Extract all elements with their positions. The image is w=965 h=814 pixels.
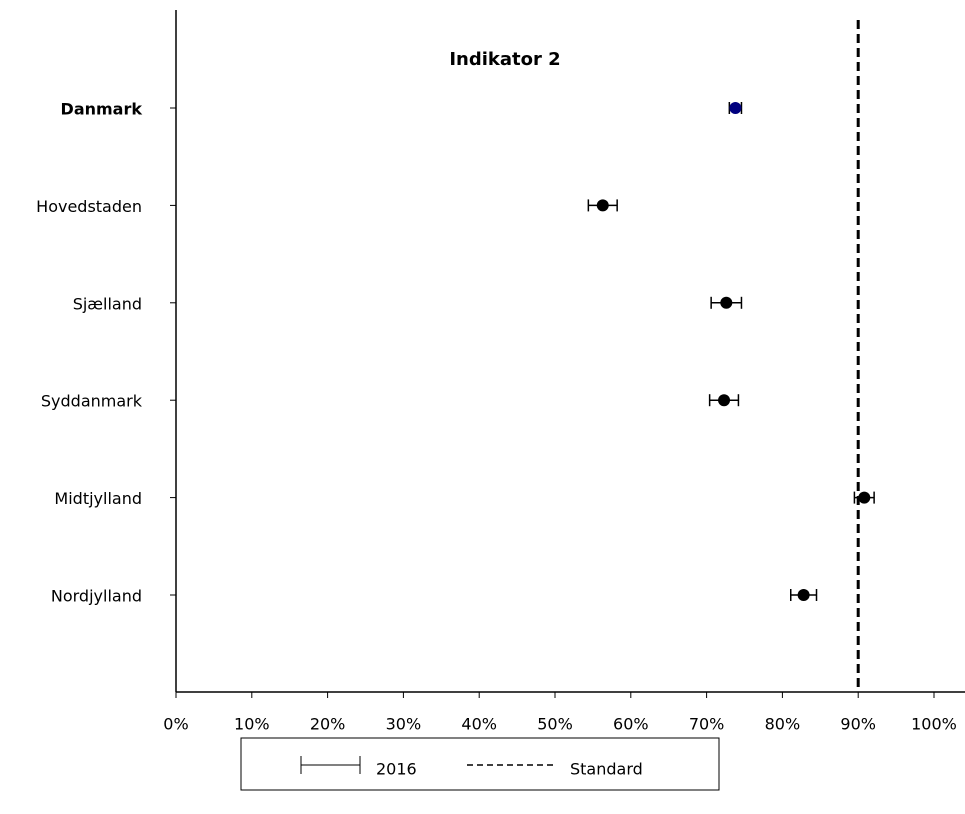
x-tick-label: 100%: [911, 715, 957, 734]
y-tick-label: Hovedstaden: [36, 197, 142, 216]
point: [858, 491, 871, 504]
legend-errorbar-icon: [300, 756, 361, 774]
x-tick-label: 90%: [840, 715, 876, 734]
x-tick-label: 40%: [461, 715, 497, 734]
y-tick-label: Midtjylland: [54, 489, 142, 508]
x-tick-label: 80%: [765, 715, 801, 734]
point: [797, 589, 810, 601]
point: [729, 102, 742, 114]
legend-box: [240, 737, 720, 791]
point: [718, 394, 731, 407]
x-tick-label: 20%: [310, 715, 346, 734]
point: [596, 199, 609, 212]
y-tick-label: Sjælland: [73, 294, 142, 313]
x-tick-label: 70%: [689, 715, 725, 734]
x-tick-label: 50%: [537, 715, 573, 734]
x-tick-label: 10%: [234, 715, 270, 734]
x-tick-label: 60%: [613, 715, 649, 734]
x-tick-label: 0%: [163, 715, 188, 734]
point: [720, 296, 733, 309]
y-tick-label: Nordjylland: [51, 587, 142, 606]
y-tick-label: Danmark: [61, 100, 143, 119]
y-tick-label: Syddanmark: [41, 392, 143, 411]
chart-title: Indikator 2: [449, 49, 560, 70]
legend-label: Standard: [570, 760, 643, 779]
x-tick-label: 30%: [386, 715, 422, 734]
legend-label: 2016: [376, 760, 417, 779]
